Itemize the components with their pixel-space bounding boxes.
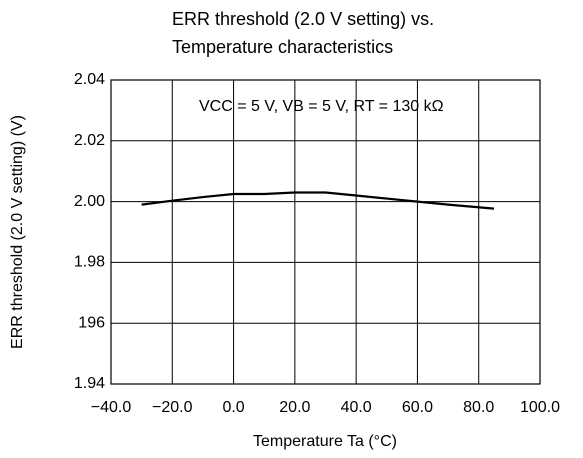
chart-title: ERR threshold (2.0 V setting) vs. — [172, 9, 434, 29]
x-axis-label: Temperature Ta (°C) — [253, 433, 397, 450]
y-tick-label: 2.04 — [74, 71, 105, 88]
x-tick-label: 40.0 — [341, 399, 372, 416]
x-tick-label: −40.0 — [91, 399, 132, 416]
annotation: VCC = 5 V, VB = 5 V, RT = 130 kΩ — [199, 98, 444, 115]
x-tick-label: 20.0 — [279, 399, 310, 416]
plot-frame — [110, 79, 541, 385]
y-tick-label: 2.02 — [74, 132, 105, 149]
x-tick-label: 80.0 — [463, 399, 494, 416]
x-tick-label: 100.0 — [520, 399, 560, 416]
y-tick-label: 2.00 — [74, 193, 105, 210]
y-tick-label: 196 — [78, 314, 105, 331]
x-tick-label: 0.0 — [222, 399, 244, 416]
y-tick-label: 1.98 — [74, 254, 105, 271]
y-tick-label: 1.94 — [74, 375, 105, 392]
x-tick-label: −20.0 — [152, 399, 193, 416]
data-line — [141, 191, 495, 210]
y-axis-label: ERR threshold (2.0 V setting) (V) — [9, 115, 26, 349]
x-tick-label: 60.0 — [402, 399, 433, 416]
chart-title: Temperature characteristics — [172, 37, 393, 57]
